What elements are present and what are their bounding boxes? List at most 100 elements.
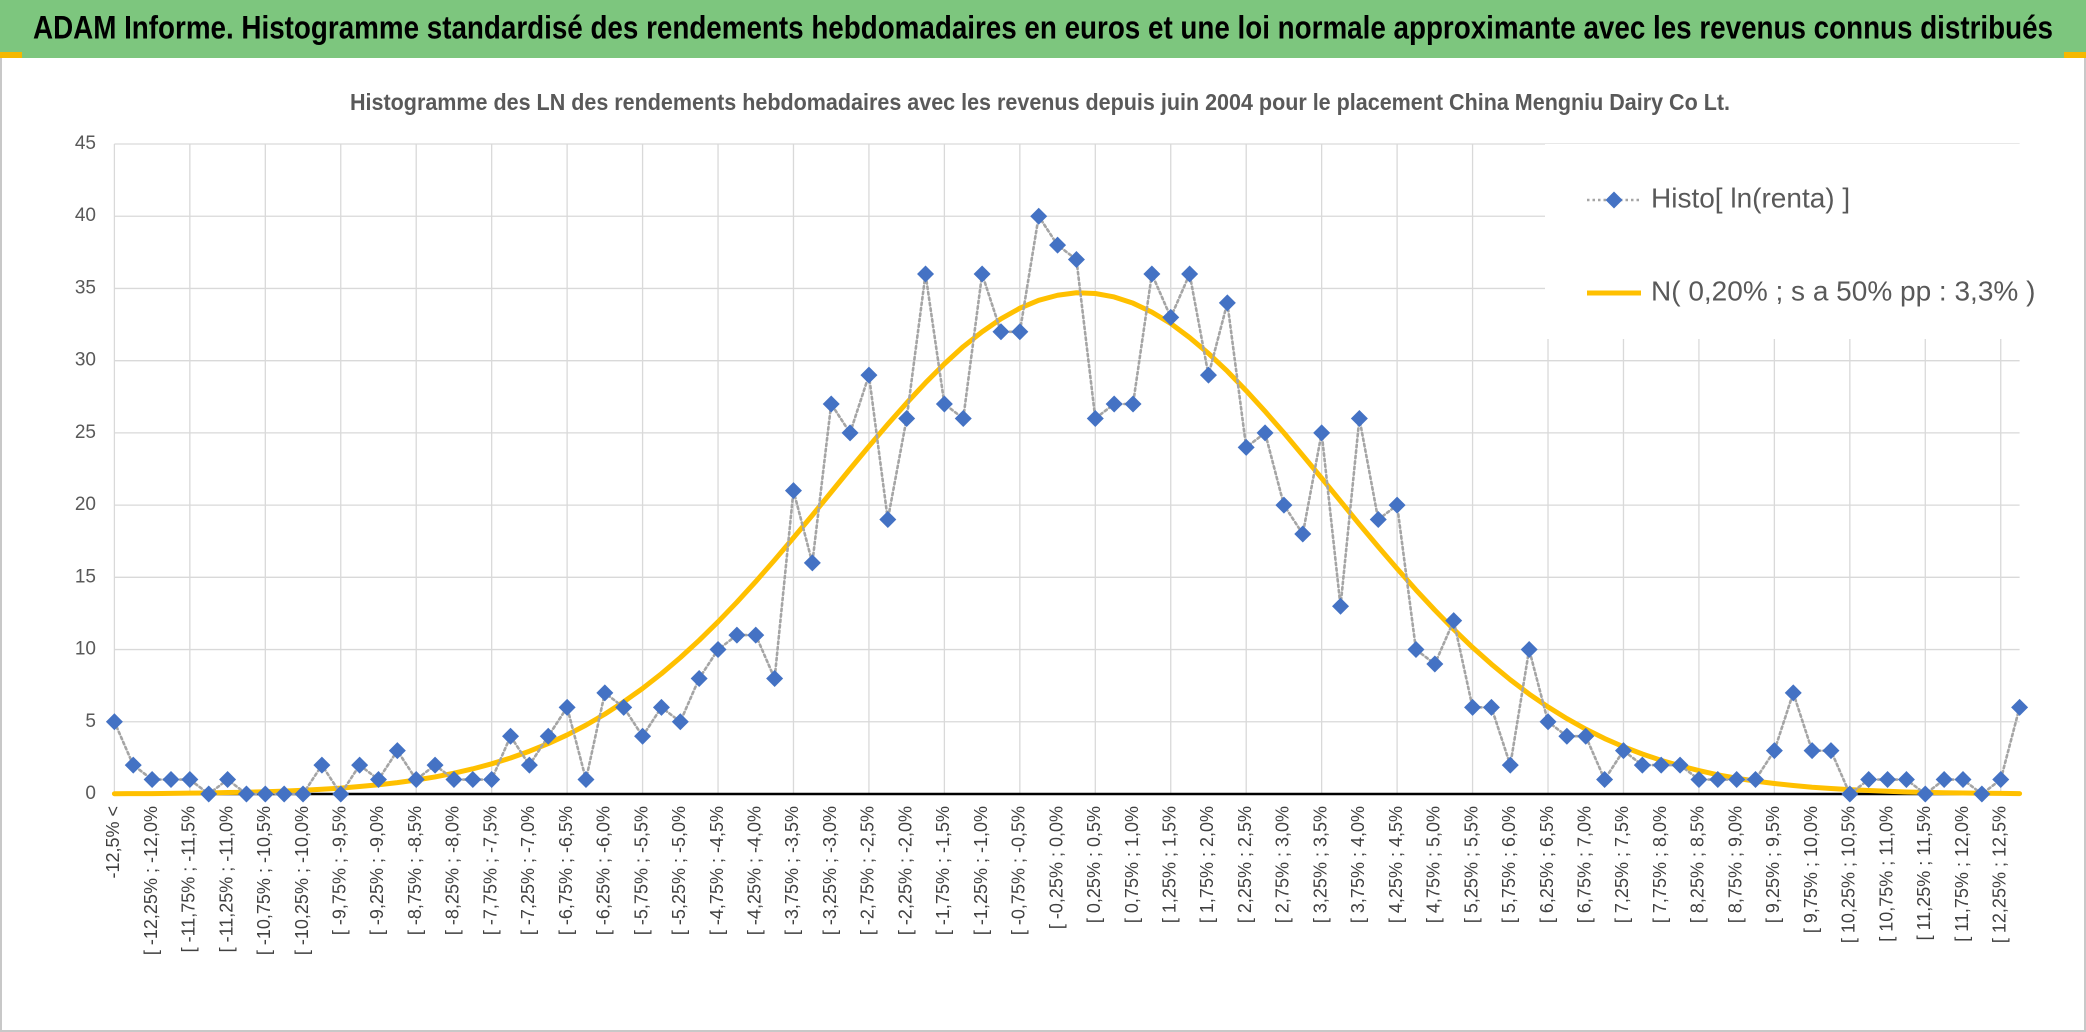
x-tick-label: [ 8,75% ; 9,0% [1725, 806, 1745, 923]
data-point [181, 771, 199, 789]
data-point [1086, 409, 1104, 427]
x-tick-label: [ 6,75% ; 7,0% [1574, 806, 1594, 923]
data-point [445, 771, 463, 789]
chart-title: Histogramme des LN des rendements hebdom… [350, 89, 1730, 115]
data-point [1558, 727, 1576, 745]
x-tick-label: [ 2,25% ; 2,5% [1235, 806, 1255, 923]
x-tick-label: [ -5,75% ; -5,5% [631, 806, 651, 935]
data-point [1332, 597, 1350, 615]
data-point [1199, 366, 1217, 384]
y-tick-label: 25 [75, 422, 96, 443]
data-point [275, 785, 293, 803]
legend-label: N( 0,20% ; s a 50% pp : 3,3% ) [1651, 275, 2035, 306]
x-tick-label: [ 5,25% ; 5,5% [1461, 806, 1481, 923]
x-tick-label: [ 9,25% ; 9,5% [1763, 806, 1783, 923]
data-point [1445, 612, 1463, 630]
x-tick-label: [ -8,75% ; -8,5% [405, 806, 425, 935]
data-point [935, 395, 953, 413]
x-tick-label: [ 10,25% ; 10,5% [1839, 806, 1859, 943]
x-tick-label: [ 11,25% ; 11,5% [1914, 806, 1934, 940]
data-point [1501, 756, 1519, 774]
x-tick-label: [ 6,25% ; 6,5% [1537, 806, 1557, 923]
data-point [1464, 698, 1482, 716]
data-point [1822, 742, 1840, 760]
x-tick-label: [ 0,75% ; 1,0% [1122, 806, 1142, 923]
data-point [1011, 323, 1029, 341]
x-tick-label: [ -4,75% ; -4,5% [707, 806, 727, 935]
data-point [728, 626, 746, 644]
data-point [596, 684, 614, 702]
plot [105, 207, 2029, 803]
data-point [294, 785, 312, 803]
data-point [634, 727, 652, 745]
data-point [520, 756, 538, 774]
y-tick-label: 0 [85, 783, 96, 804]
data-point [1105, 395, 1123, 413]
x-tick-label: [ -11,25% ; -11,0% [216, 806, 236, 952]
data-point [1690, 771, 1708, 789]
y-tick-label: 15 [75, 566, 96, 587]
y-tick-label: 20 [75, 494, 96, 515]
x-tick-label: [ 10,75% ; 11,0% [1876, 806, 1896, 942]
y-tick-label: 40 [75, 205, 96, 226]
legend-box [1545, 144, 2035, 339]
data-point [1049, 236, 1067, 254]
data-point [1614, 742, 1632, 760]
data-point [464, 771, 482, 789]
data-point [954, 409, 972, 427]
data-point [1954, 771, 1972, 789]
x-tick-label: [ -10,75% ; -10,5% [254, 806, 274, 955]
data-point [1916, 785, 1934, 803]
x-tick-label: [ -0,25% ; 0,0% [1046, 806, 1066, 929]
data-point [860, 366, 878, 384]
data-point [1067, 251, 1085, 269]
data-point [1747, 771, 1765, 789]
data-point [992, 323, 1010, 341]
data-point [2011, 698, 2029, 716]
corner-accent [2064, 52, 2086, 58]
data-point [690, 669, 708, 687]
y-tick-label: 5 [85, 711, 96, 732]
data-point [709, 641, 727, 659]
data-point [539, 727, 557, 745]
legend: Histo[ ln(renta) ] N( 0,20% ; s a 50% pp … [1545, 144, 2035, 339]
x-tick-label: [ -4,25% ; -4,0% [745, 806, 765, 935]
x-tick-label: [ -7,75% ; -7,5% [480, 806, 500, 935]
x-tick-label: [ -1,25% ; -1,0% [971, 806, 991, 935]
data-point [917, 265, 935, 283]
y-tick-label: 45 [75, 133, 96, 154]
data-point [879, 511, 897, 529]
x-tick-label: [ 7,25% ; 7,5% [1612, 806, 1632, 923]
data-point [219, 771, 237, 789]
x-tick-label: [ -12,25% ; -12,0% [141, 806, 161, 955]
data-point [1633, 756, 1651, 774]
data-point [1030, 207, 1048, 225]
data-point [1728, 771, 1746, 789]
data-point [652, 698, 670, 716]
x-tick-label: [ -6,75% ; -6,5% [556, 806, 576, 935]
data-point [1671, 756, 1689, 774]
data-point [1992, 771, 2010, 789]
x-tick-label: [ 3,75% ; 4,0% [1348, 806, 1368, 923]
data-point [1407, 641, 1425, 659]
x-tick-label: [ 1,25% ; 1,5% [1159, 806, 1179, 923]
data-point [1218, 294, 1236, 312]
data-point [1596, 771, 1614, 789]
x-tick-label: [ 8,25% ; 8,5% [1688, 806, 1708, 923]
data-point [200, 785, 218, 803]
data-point [1388, 496, 1406, 514]
data-point [1897, 771, 1915, 789]
x-tick-label: [ 11,75% ; 12,0% [1952, 806, 1972, 942]
data-point [1841, 785, 1859, 803]
x-tick-label: [ 5,75% ; 6,0% [1499, 806, 1519, 923]
x-tick-label: [ 9,75% ; 10,0% [1801, 806, 1821, 933]
data-point [898, 409, 916, 427]
data-point [332, 785, 350, 803]
data-point [1124, 395, 1142, 413]
data-point [237, 785, 255, 803]
x-tick-label: [ 4,25% ; 4,5% [1386, 806, 1406, 923]
data-point [1652, 756, 1670, 774]
data-point [162, 771, 180, 789]
x-tick-label: [ 7,75% ; 8,0% [1650, 806, 1670, 923]
